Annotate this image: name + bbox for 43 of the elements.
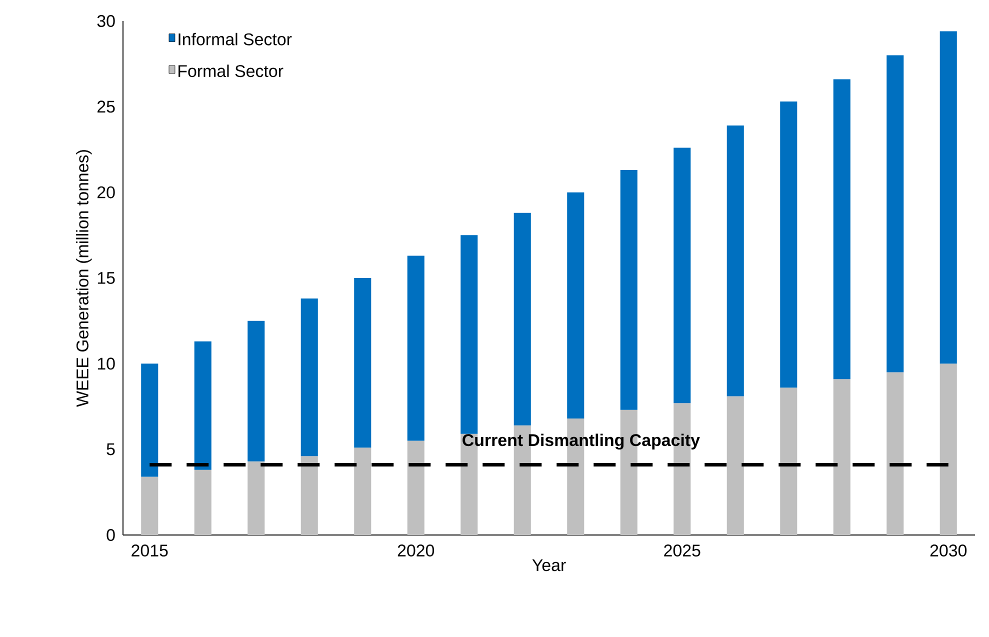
y-tick-label: 0 [106, 529, 115, 541]
bar [940, 364, 957, 535]
bar [833, 379, 850, 535]
bar [886, 372, 904, 535]
x-tick-label: 2020 [398, 544, 434, 557]
bar [141, 364, 158, 477]
bar [248, 320, 265, 462]
x-axis-title: Year [532, 559, 566, 572]
bar [726, 396, 744, 535]
bar [354, 448, 372, 535]
bar [354, 278, 372, 448]
bar [780, 102, 798, 388]
bar [514, 212, 531, 426]
bar [886, 55, 904, 372]
bar [780, 388, 798, 535]
bar [194, 341, 212, 470]
bar [833, 79, 850, 380]
bar [674, 148, 691, 404]
y-axis-title: WEEE Generation (million tonnes) [76, 150, 92, 407]
bar [726, 126, 744, 396]
bar [407, 256, 424, 441]
ref-line-label: Current Dismantling Capacity [462, 434, 700, 450]
y-tick-label: 25 [98, 100, 115, 113]
bar [194, 470, 212, 535]
bar [620, 170, 638, 410]
bar [141, 476, 158, 535]
y-tick-label: 10 [98, 358, 115, 370]
bar [460, 235, 478, 434]
y-tick-label: 30 [97, 14, 115, 27]
bar [300, 298, 318, 456]
legend-label: Informal Sector [178, 32, 292, 46]
y-tick-label: 15 [98, 272, 115, 284]
bar [567, 192, 584, 418]
y-tick-label: 20 [98, 186, 115, 198]
legend-label: Formal Sector [178, 64, 284, 78]
bar [407, 440, 424, 535]
bar [248, 461, 265, 535]
y-tick-label: 5 [106, 443, 115, 456]
bar [300, 456, 318, 535]
x-tick-label: 2015 [132, 544, 168, 557]
x-tick-label: 2025 [664, 544, 700, 557]
x-tick-label: 2030 [930, 544, 967, 557]
bar [940, 31, 957, 364]
